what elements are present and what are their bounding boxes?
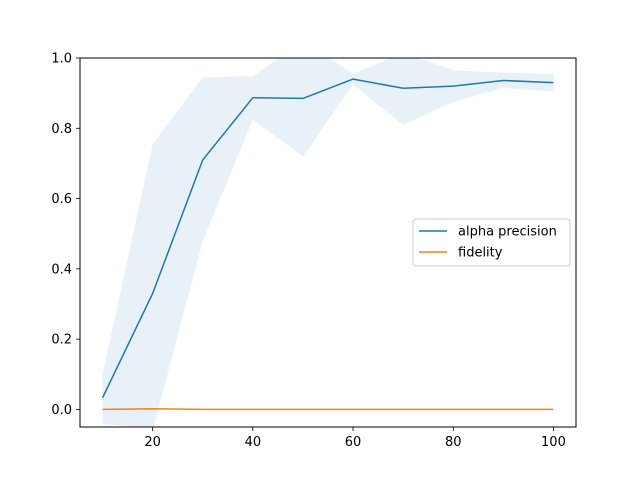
series-line-0 [101, 78, 554, 399]
legend-label-0: alpha precision [458, 225, 557, 240]
y-tick-label: 0.6 [51, 192, 72, 207]
axes-frame [79, 57, 577, 428]
series-line-1 [102, 407, 554, 411]
y-tick-label: 0.2 [51, 333, 72, 348]
x-axis: 20 40 60 80 100 [144, 427, 566, 450]
confidence-band-0 [102, 58, 554, 427]
x-tick-label: 60 [345, 435, 362, 450]
y-tick-label: 1.0 [51, 52, 72, 67]
plot-area [101, 58, 554, 427]
y-tick-label: 0.4 [51, 262, 72, 277]
legend-label-1: fidelity [458, 246, 503, 261]
x-tick-label: 40 [245, 435, 262, 450]
y-axis: 0.0 0.2 0.4 0.6 0.8 1.0 [51, 52, 80, 418]
y-tick-label: 0.0 [51, 403, 72, 418]
x-tick-label: 20 [144, 435, 161, 450]
legend: alpha precision fidelity [412, 218, 571, 267]
x-tick-label: 100 [541, 435, 566, 450]
y-tick-label: 0.8 [51, 122, 72, 137]
legend-box [412, 218, 571, 267]
x-tick-label: 80 [445, 435, 462, 450]
